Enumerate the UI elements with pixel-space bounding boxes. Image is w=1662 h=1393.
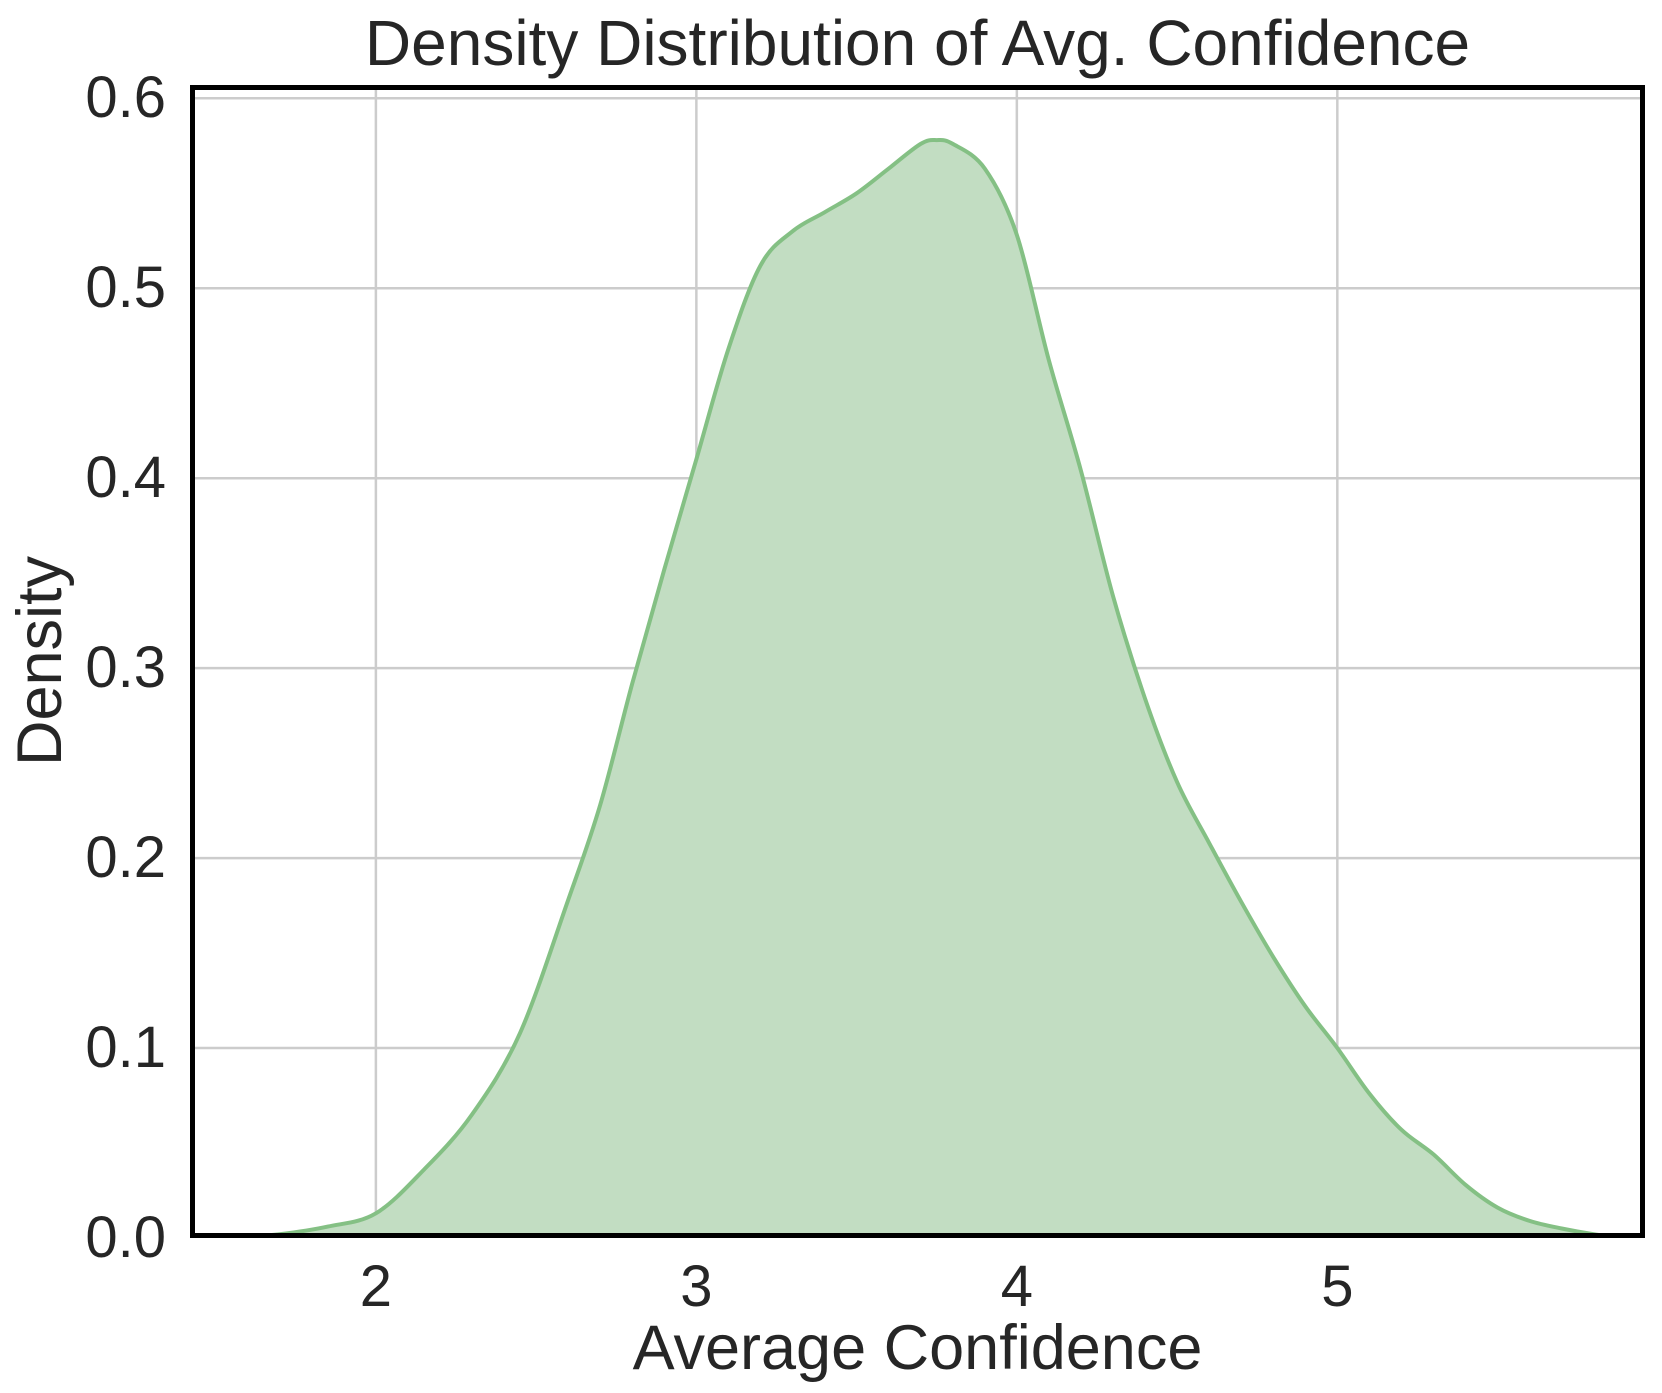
y-tick-label: 0.3 [85, 635, 166, 701]
x-tick-label: 5 [1321, 1254, 1354, 1319]
y-tick-label: 0.4 [85, 445, 166, 511]
density-curve [229, 138, 1628, 1238]
x-tick-label: 4 [1000, 1254, 1033, 1319]
y-tick-label: 0.2 [85, 825, 166, 891]
y-tick-label: 0.0 [85, 1205, 166, 1270]
kde-plot-canvas [190, 85, 1645, 1238]
y-tick-label: 0.1 [85, 1015, 166, 1081]
plot-area [190, 85, 1645, 1238]
x-tick-label: 2 [359, 1254, 393, 1319]
y-tick-label: 0.5 [85, 255, 166, 321]
chart-title: Density Distribution of Avg. Confidence [364, 7, 1471, 79]
x-tick-label: 3 [680, 1254, 713, 1319]
x-axis-label: Average Confidence [632, 1313, 1203, 1383]
axes-spines [190, 85, 1645, 1238]
y-tick-label: 0.6 [85, 65, 166, 131]
density-area-fill [231, 140, 1626, 1238]
